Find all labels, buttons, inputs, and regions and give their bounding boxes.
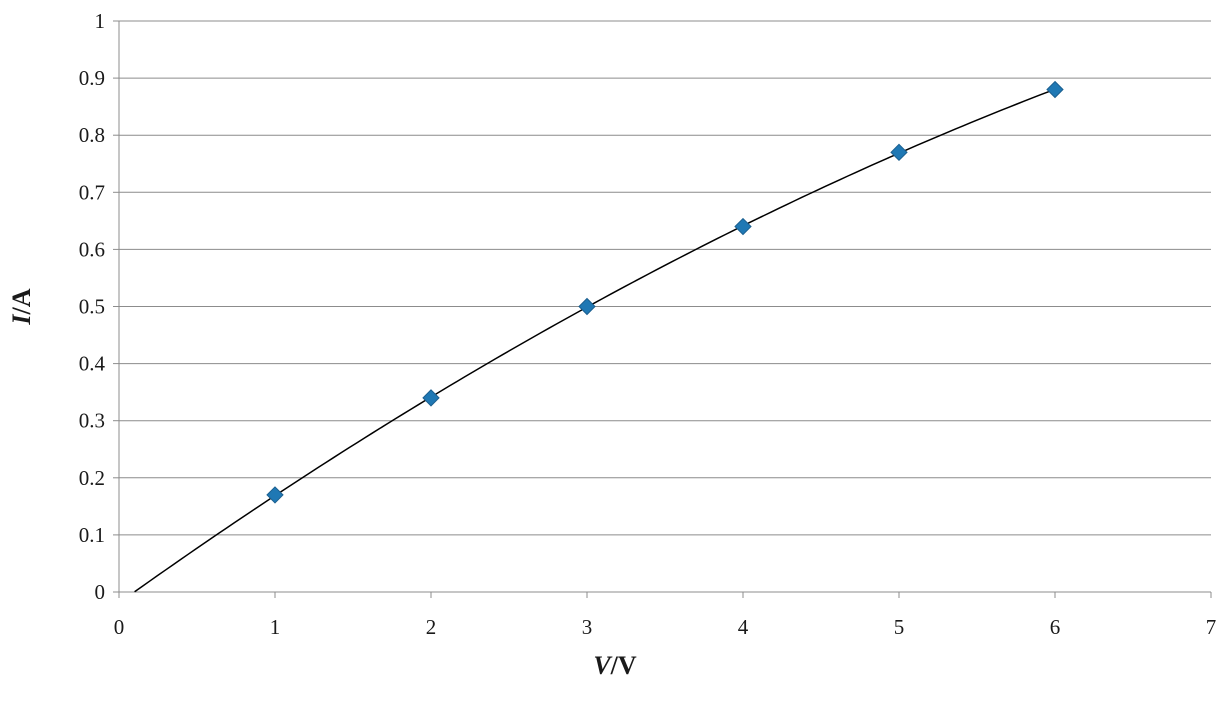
y-tick-label: 0.8 — [79, 123, 105, 147]
data-point — [890, 143, 908, 162]
x-tick-label: 0 — [114, 615, 125, 639]
x-tick-label: 1 — [270, 615, 281, 639]
trendline — [134, 88, 1056, 593]
data-point — [266, 486, 284, 504]
y-tick-label: 0.9 — [79, 66, 105, 90]
x-axis-variable: V — [593, 651, 613, 680]
x-tick-label: 6 — [1050, 615, 1061, 639]
data-point — [578, 297, 596, 316]
y-tick-label: 0.6 — [79, 237, 105, 261]
grid-layer — [119, 20, 1211, 536]
data-point-layer — [266, 80, 1064, 504]
y-tick-label: 0.5 — [79, 295, 105, 319]
y-tick-label: 0.4 — [79, 352, 106, 376]
y-tick-label: 0.1 — [79, 523, 105, 547]
axis-layer — [113, 20, 1212, 598]
x-axis-title: V/V — [593, 651, 637, 680]
x-tick-label: 2 — [426, 615, 437, 639]
data-point — [1046, 80, 1064, 99]
y-tick-label: 0 — [95, 580, 106, 604]
trendline-layer — [134, 88, 1056, 593]
x-tick-label: 3 — [582, 615, 593, 639]
x-tick-label: 5 — [894, 615, 905, 639]
tick-label-layer: 0 0.1 0.2 0.3 0.4 0.5 0.6 0.7 0.8 0.9 1 0 1 2 3 4 5 6 7 — [79, 9, 1217, 639]
x-tick-label: 4 — [738, 615, 749, 639]
y-axis-unit: /A — [7, 288, 36, 315]
x-axis-unit: /V — [610, 651, 637, 680]
y-axis-title: I/A — [7, 288, 36, 325]
y-tick-label: 0.7 — [79, 180, 105, 204]
x-tick-label: 7 — [1206, 615, 1217, 639]
axis-title-layer: I/A V/V — [7, 288, 637, 680]
y-tick-label: 0.3 — [79, 409, 105, 433]
y-tick-label: 1 — [95, 9, 106, 33]
y-axis-variable: I — [7, 314, 36, 326]
data-point — [422, 389, 440, 407]
y-tick-label: 0.2 — [79, 466, 105, 490]
data-point — [734, 217, 752, 236]
